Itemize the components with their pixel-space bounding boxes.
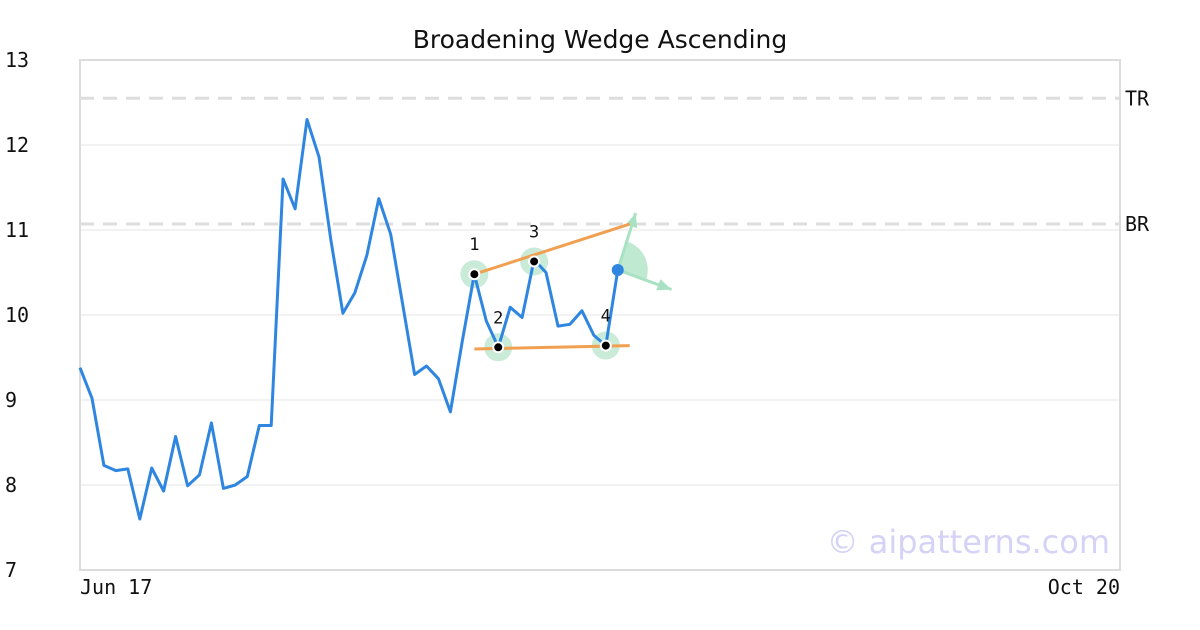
y-tick-label: 10 [5,303,29,327]
grid [80,144,1120,486]
chart-title: Broadening Wedge Ascending [413,25,788,54]
trendline [473,222,631,276]
pattern-point-dots: 1 2 3 4 [468,222,624,354]
level-lines: TR BR [80,86,1150,236]
pattern-point-label: 3 [529,222,539,242]
pattern-point-dot [468,268,481,281]
x-tick-label: Jun 17 [80,575,152,599]
level-label: TR [1125,86,1150,110]
y-axis-ticks: 7 8 9 10 11 12 13 [5,48,29,582]
pattern-point-label: 4 [601,307,611,327]
trendlines [473,222,631,351]
price-series [78,118,620,521]
watermark: © aipatterns.com [827,523,1110,561]
y-tick-label: 7 [5,558,17,582]
y-tick-label: 13 [5,48,29,72]
pattern-point-label: 2 [493,308,503,328]
pattern-point-label: 1 [469,235,479,255]
x-tick-label: Oct 20 [1048,575,1120,599]
series-line [78,118,620,521]
arrow-head [656,279,672,291]
y-tick-label: 11 [5,218,29,242]
level-label: BR [1125,212,1150,236]
pattern-point-dot [528,255,541,268]
x-axis-ticks: Jun 17 Oct 20 [80,575,1120,599]
pattern-point-dot [599,339,612,352]
y-tick-label: 12 [5,133,29,157]
current-point-dot [611,263,624,276]
plot-frame [79,59,1121,571]
y-tick-label: 9 [5,388,17,412]
pattern-point-dot [492,341,505,354]
y-tick-label: 8 [5,473,17,497]
